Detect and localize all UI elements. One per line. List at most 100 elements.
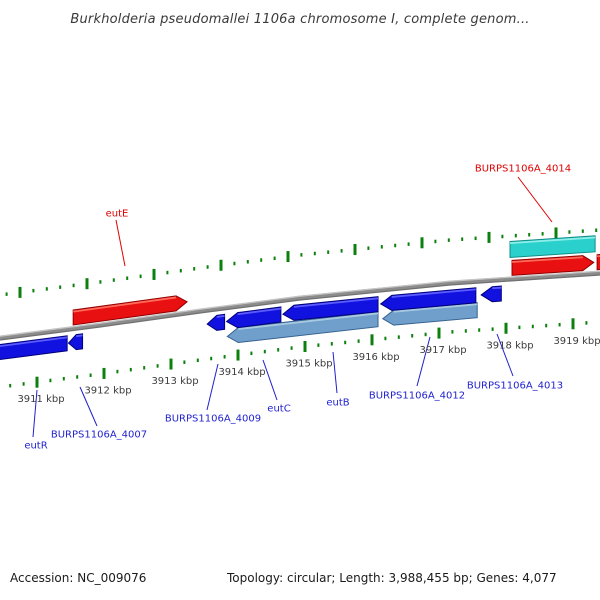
minor-tick <box>407 242 410 246</box>
major-tick <box>286 251 290 263</box>
minor-tick <box>22 382 25 386</box>
minor-tick <box>528 232 531 237</box>
gene-arrow-unnamed <box>511 255 595 276</box>
minor-tick <box>9 383 12 388</box>
gene-arrow-bevel <box>76 334 83 338</box>
scale-label-3912: 3912 kbp <box>84 385 131 396</box>
minor-tick <box>581 229 584 233</box>
leader-line-BURPS1106A_4013 <box>496 333 514 377</box>
gene-arrow-body <box>72 295 188 326</box>
minor-tick <box>518 325 521 330</box>
minor-tick <box>424 332 427 337</box>
minor-tick <box>233 261 236 266</box>
minor-tick <box>397 335 400 339</box>
minor-tick <box>49 378 52 383</box>
minor-tick <box>541 232 544 236</box>
minor-tick <box>196 358 199 363</box>
gene-arrow-body <box>596 253 600 271</box>
major-tick <box>18 286 22 298</box>
gene-arrow-body <box>225 306 282 329</box>
minor-tick <box>531 324 534 329</box>
minor-tick <box>327 250 330 254</box>
minor-tick <box>156 364 159 368</box>
scale-label-3915: 3915 kbp <box>285 359 332 370</box>
minor-tick <box>384 336 387 341</box>
minor-tick <box>263 349 266 354</box>
gene-arrow-bevel <box>509 236 596 244</box>
gene-arrow-body <box>379 287 477 311</box>
minor-tick <box>76 375 79 379</box>
major-tick <box>303 341 307 352</box>
minor-tick <box>62 376 65 381</box>
leader-line-eutE <box>115 219 126 267</box>
gene-arrow-BURPS1106A_4012 <box>379 287 477 311</box>
gene-arrow-unnamed <box>226 311 379 344</box>
gene-arrow-bevel <box>238 312 379 331</box>
gene-arrow-bevel <box>237 307 281 316</box>
minor-tick <box>116 369 119 374</box>
minor-tick <box>300 253 303 257</box>
gene-arrow-unnamed <box>596 253 600 271</box>
leader-line-BURPS1106A_4012 <box>416 336 431 387</box>
major-tick <box>102 367 106 379</box>
leader-line-eutC <box>262 359 278 401</box>
leader-line-eutR <box>32 389 38 438</box>
minor-tick <box>558 322 561 327</box>
minor-tick <box>143 366 146 370</box>
gene-label-BURPS1106A_4014: BURPS1106A_4014 <box>475 164 571 175</box>
leader-line-BURPS1106A_4014 <box>517 176 553 223</box>
minor-tick <box>447 238 450 242</box>
minor-tick <box>223 355 226 359</box>
minor-tick <box>72 283 75 288</box>
scale-label-3913: 3913 kbp <box>151 376 198 387</box>
footer-topology: Topology: circular; Length: 3,988,455 bp… <box>227 571 557 585</box>
gene-arrow-eutR <box>0 335 68 361</box>
gene-arrow-body <box>206 313 226 331</box>
major-tick <box>437 327 441 339</box>
minor-tick <box>357 339 360 343</box>
minor-tick <box>585 321 588 325</box>
minor-tick <box>179 268 182 273</box>
major-tick <box>236 349 240 361</box>
gene-label-BURPS1106A_4007: BURPS1106A_4007 <box>51 430 147 441</box>
scale-label-3917: 3917 kbp <box>419 345 466 356</box>
gene-arrow-BURPS1106A_4014 <box>509 235 596 259</box>
gene-arrow-body <box>67 333 84 351</box>
minor-tick <box>5 292 8 296</box>
gene-arrow-BURPS1106A_4009 <box>206 313 226 331</box>
minor-tick <box>461 237 464 241</box>
gene-arrow-eutC <box>225 306 282 329</box>
scale-label-3911: 3911 kbp <box>17 394 64 405</box>
scale-label-3919: 3919 kbp <box>553 336 600 347</box>
major-tick <box>353 244 357 255</box>
lower-tick-track <box>9 318 588 388</box>
minor-tick <box>474 236 477 241</box>
minor-tick <box>250 351 253 356</box>
gene-label-eutB: eutB <box>326 398 349 409</box>
gene-label-eutR: eutR <box>24 441 47 452</box>
gene-arrow-bevel <box>0 336 68 348</box>
minor-tick <box>380 245 383 249</box>
major-tick <box>85 278 89 290</box>
minor-tick <box>193 267 196 271</box>
leader-line-BURPS1106A_4009 <box>206 363 219 411</box>
minor-tick <box>340 249 343 253</box>
major-tick <box>370 334 374 346</box>
gene-label-BURPS1106A_4012: BURPS1106A_4012 <box>369 391 465 402</box>
backbone-highlight <box>0 270 600 337</box>
minor-tick <box>313 251 316 256</box>
minor-tick <box>595 228 598 233</box>
minor-tick <box>99 280 102 284</box>
minor-tick <box>545 323 548 328</box>
minor-tick <box>166 270 169 275</box>
minor-tick <box>210 356 213 361</box>
gene-arrow-eutB <box>281 296 379 321</box>
minor-tick <box>491 327 494 331</box>
minor-tick <box>464 329 467 333</box>
gene-arrow-body <box>381 302 478 326</box>
minor-tick <box>59 285 62 289</box>
gene-arrow-bevel <box>293 297 379 308</box>
gene-arrow-bevel <box>391 288 476 298</box>
major-tick <box>554 227 558 239</box>
minor-tick <box>32 288 35 293</box>
